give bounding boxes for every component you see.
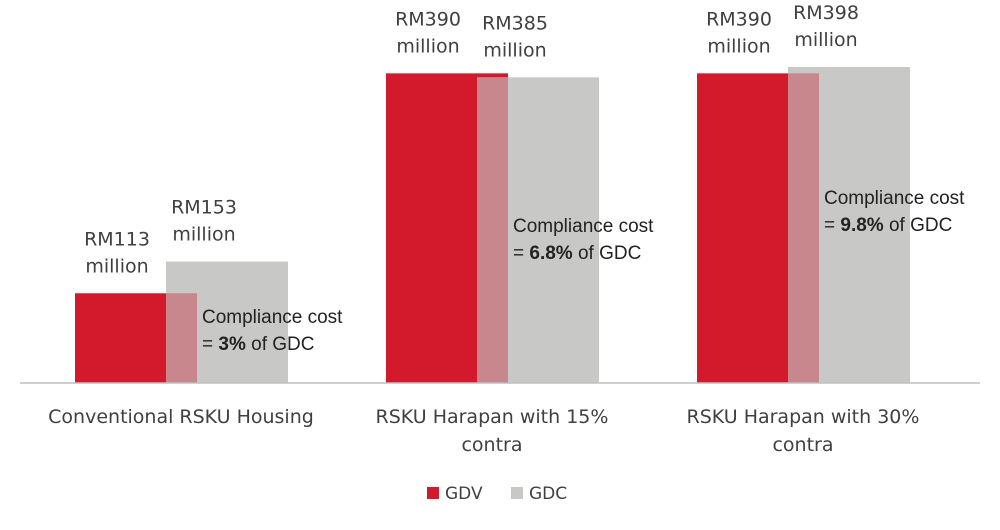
annotation-suffix-0: of GDC (246, 334, 315, 355)
data-label-gdc-2-0: RM398 (793, 2, 859, 24)
annotation-value-1: = 6.8% of GDC (513, 243, 641, 264)
annotation-title-2: Compliance cost (824, 188, 965, 209)
category-label-2-0: RSKU Harapan with 30% (687, 406, 920, 428)
data-label-gdc-0-1: million (172, 224, 235, 246)
annotation-percent-2: 9.8% (840, 215, 883, 236)
annotation-value-2: = 9.8% of GDC (824, 215, 952, 236)
legend-swatch-gdc (511, 487, 523, 499)
category-labels-layer: Conventional RSKU Housing RSKU Harapan wi… (48, 406, 919, 456)
annotation-title-1: Compliance cost (513, 216, 654, 237)
legend: GDV GDC (427, 484, 567, 504)
data-label-gdv-0-1: million (85, 255, 148, 277)
annotations-layer: Compliance cost = 3% of GDC Compliance cos… (202, 188, 965, 355)
data-label-gdv-1-0: RM390 (395, 8, 461, 30)
annotation-percent-0: 3% (218, 334, 246, 355)
legend-label-gdv: GDV (445, 484, 483, 504)
annotation-suffix-1: of GDC (573, 243, 642, 264)
data-label-gdv-2-1: million (707, 35, 770, 57)
bar-overlap-2 (788, 73, 819, 384)
bar-overlap-0 (166, 293, 197, 383)
annotation-suffix-2: of GDC (884, 215, 953, 236)
annotation-prefix-2: = (824, 215, 840, 236)
annotation-title-0: Compliance cost (202, 307, 343, 328)
data-label-gdv-2-0: RM390 (706, 8, 772, 30)
legend-swatch-gdv (427, 487, 439, 499)
bar-overlap-1 (477, 77, 508, 384)
category-label-2-1: contra (772, 434, 833, 456)
annotation-value-0: = 3% of GDC (202, 334, 314, 355)
category-label-1-1: contra (461, 434, 522, 456)
category-label-1-0: RSKU Harapan with 15% (376, 406, 609, 428)
category-label-0-0: Conventional RSKU Housing (48, 406, 314, 428)
data-label-gdv-0-0: RM113 (84, 228, 150, 250)
legend-label-gdc: GDC (529, 484, 567, 504)
data-label-gdv-1-1: million (396, 35, 459, 57)
annotation-prefix-1: = (513, 243, 529, 264)
data-label-gdc-0-0: RM153 (171, 197, 237, 219)
data-label-gdc-1-1: million (483, 39, 546, 61)
annotation-percent-1: 6.8% (529, 243, 572, 264)
annotation-prefix-0: = (202, 334, 218, 355)
bars-layer (75, 67, 910, 384)
data-label-gdc-2-1: million (794, 29, 857, 51)
data-label-gdc-1-0: RM385 (482, 12, 548, 34)
value-labels-layer: RM113 million RM153 million RM390 million RM38… (84, 2, 859, 277)
